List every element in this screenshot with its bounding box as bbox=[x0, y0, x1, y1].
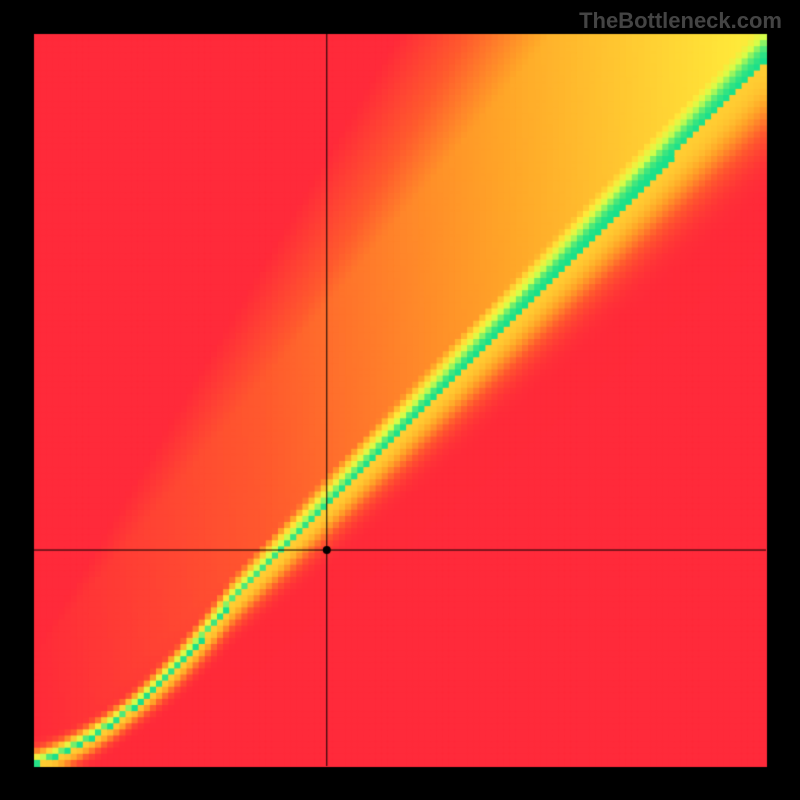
bottleneck-heatmap bbox=[0, 0, 800, 800]
watermark-text: TheBottleneck.com bbox=[579, 8, 782, 34]
chart-container: TheBottleneck.com bbox=[0, 0, 800, 800]
